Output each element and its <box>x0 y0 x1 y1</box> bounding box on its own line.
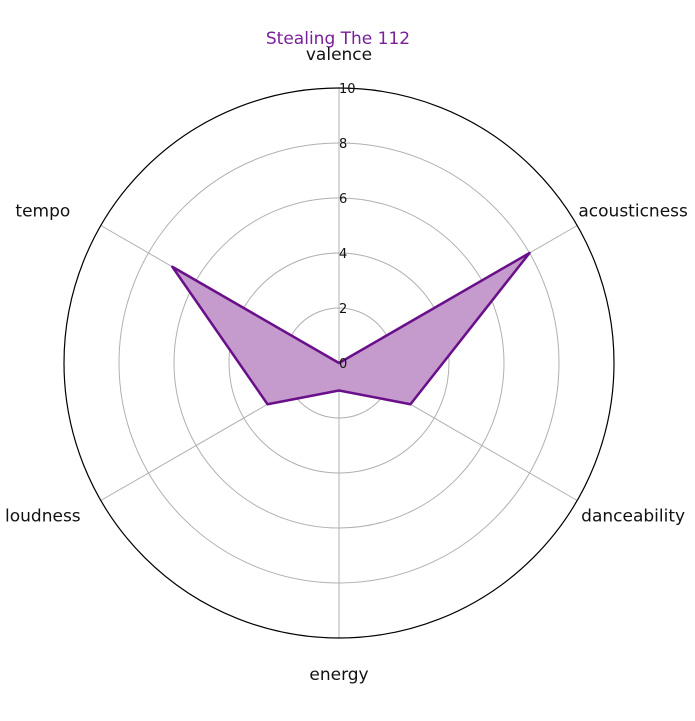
axis-labels: valence acousticness danceability energy lou… <box>5 45 688 685</box>
tick-label-0: 0 <box>339 357 347 372</box>
axis-label-valence: valence <box>306 45 372 65</box>
outer-ring <box>63 87 615 639</box>
tick-label-10: 10 <box>339 82 356 97</box>
axis-label-tempo: tempo <box>15 202 70 222</box>
grid <box>63 87 615 639</box>
axis-label-acousticness: acousticness <box>578 202 688 222</box>
tick-label-2: 2 <box>339 302 347 317</box>
grid-ring-8 <box>118 142 560 584</box>
radial-ticks: 0 2 4 6 8 10 <box>339 82 356 372</box>
chart-title: Stealing The 112 <box>266 29 410 49</box>
tick-label-6: 6 <box>339 192 347 207</box>
series-area-0 <box>171 251 531 406</box>
data-series <box>171 251 531 406</box>
grid-ring-4 <box>228 252 450 474</box>
axis-label-danceability: danceability <box>581 507 685 527</box>
tick-label-8: 8 <box>339 137 347 152</box>
grid-ring-6 <box>173 197 505 529</box>
tick-label-4: 4 <box>339 247 347 262</box>
axis-label-energy: energy <box>309 665 368 685</box>
axis-label-loudness: loudness <box>5 507 81 527</box>
